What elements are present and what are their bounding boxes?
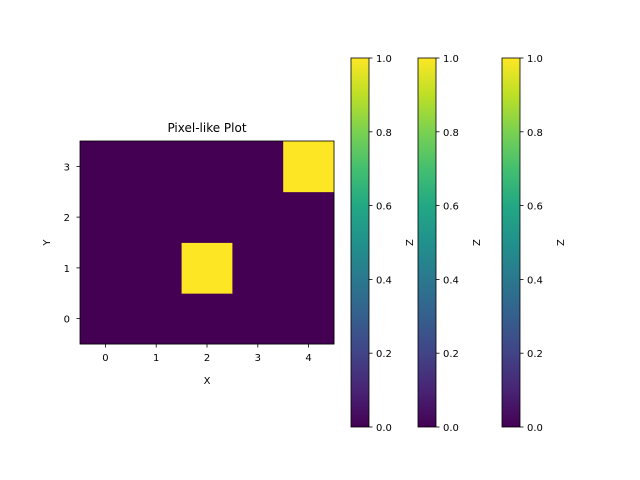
- heatmap-cell-3-2: [232, 191, 284, 243]
- colorbar-gradient: [351, 58, 369, 427]
- y-tick-label: 2: [64, 213, 70, 224]
- heatmap-cell-2-3: [181, 141, 233, 193]
- heatmap-cell-0-3: [80, 141, 132, 193]
- colorbar-tick-label: 0.0: [376, 423, 392, 434]
- heatmap-cell-4-2: [283, 191, 335, 243]
- x-tick-label: 2: [204, 353, 210, 364]
- heatmap-cell-3-3: [232, 141, 284, 193]
- colorbar-tick-label: 0.4: [376, 275, 392, 286]
- heatmap-cell-4-0: [283, 293, 335, 345]
- x-tick-label: 4: [305, 353, 311, 364]
- colorbar-label: Z: [405, 239, 416, 246]
- heatmap-cell-1-0: [130, 293, 182, 345]
- heatmap-cell-3-1: [232, 242, 284, 294]
- colorbar-tick-label: 1.0: [443, 54, 459, 65]
- heatmap-cell-2-1: [181, 242, 233, 294]
- colorbar-tick-label: 1.0: [527, 54, 543, 65]
- x-tick-label: 1: [153, 353, 159, 364]
- colorbar-tick-label: 0.0: [443, 423, 459, 434]
- colorbar-tick-label: 0.6: [527, 202, 543, 213]
- colorbar-label: Z: [556, 239, 567, 246]
- heatmap-cell-2-0: [181, 293, 233, 345]
- heatmap-cell-0-2: [80, 191, 132, 243]
- x-tick-label: 3: [255, 353, 261, 364]
- colorbar-frame: [350, 57, 370, 428]
- heatmap-cell-1-3: [130, 141, 182, 193]
- heatmap-cell-1-1: [130, 242, 182, 294]
- y-tick-label: 3: [64, 162, 70, 173]
- colorbar-tick-label: 0.2: [376, 349, 392, 360]
- colorbar-tick-label: 0.6: [376, 202, 392, 213]
- x-tick-label: 0: [102, 353, 108, 364]
- colorbar-frame: [417, 57, 437, 428]
- colorbar-tick-label: 0.4: [527, 275, 543, 286]
- y-axis-label: Y: [42, 239, 53, 247]
- x-axis-label: X: [204, 376, 211, 387]
- colorbar-tick-label: 0.4: [443, 275, 459, 286]
- colorbars: 0.0 0.2 0.4 0.6 0.8 1.0 Z 0.0 0.2 0.4 0.6 0.8 1.0 Z 0.…: [350, 54, 567, 434]
- y-tick-label: 1: [64, 264, 70, 275]
- colorbar-tick-label: 0.8: [376, 128, 392, 139]
- colorbar-tick-label: 0.2: [527, 349, 543, 360]
- colorbar-gradient: [502, 58, 520, 427]
- heatmap-cell-0-1: [80, 242, 132, 294]
- heatmap-cell-1-2: [130, 191, 182, 243]
- colorbar-tick-label: 0.8: [527, 128, 543, 139]
- colorbar-tick-label: 1.0: [376, 54, 392, 65]
- colorbar-label: Z: [472, 239, 483, 246]
- heatmap-cell-4-1: [283, 242, 335, 294]
- y-tick-label: 0: [64, 315, 70, 326]
- colorbar-gradient: [418, 58, 436, 427]
- colorbar-tick-label: 0.8: [443, 128, 459, 139]
- colorbar-frame: [501, 57, 521, 428]
- heatmap-axes: 0 1 2 3 4 0 1 2 3 Pixel-like Plot X Y: [42, 121, 335, 387]
- heatmap-cell-4-3: [283, 141, 335, 193]
- colorbar-tick-label: 0.0: [527, 423, 543, 434]
- heatmap-cell-0-0: [80, 293, 132, 345]
- heatmap-cell-2-2: [181, 191, 233, 243]
- heatmap-cell-3-0: [232, 293, 284, 345]
- colorbar-tick-label: 0.6: [443, 202, 459, 213]
- colorbar-tick-label: 0.2: [443, 349, 459, 360]
- chart-title: Pixel-like Plot: [167, 121, 246, 135]
